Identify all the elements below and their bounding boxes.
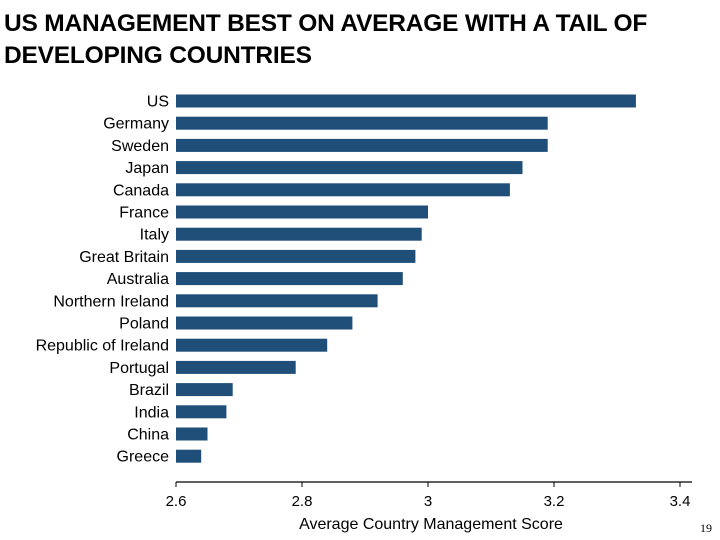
bar — [176, 427, 208, 441]
bar — [176, 227, 422, 241]
page-number: 19 — [700, 521, 712, 535]
category-label: Republic of Ireland — [36, 338, 169, 355]
category-label: Germany — [103, 116, 169, 133]
category-label: France — [119, 205, 169, 222]
bar — [176, 116, 548, 130]
category-label: Greece — [117, 449, 170, 466]
x-tick-label: 3.2 — [544, 493, 565, 510]
category-label: India — [134, 404, 169, 421]
bar — [176, 138, 548, 152]
bar — [176, 383, 233, 397]
bar — [176, 272, 403, 286]
bar — [176, 294, 378, 308]
category-label: Italy — [140, 227, 169, 244]
bar — [176, 183, 510, 197]
x-tick-label: 3 — [424, 493, 432, 510]
category-label: US — [147, 94, 169, 111]
slide-title: US MANAGEMENT BEST ON AVERAGE WITH A TAI… — [4, 10, 648, 69]
category-label: Japan — [125, 160, 169, 177]
category-label: Canada — [113, 182, 169, 199]
category-label: Great Britain — [79, 249, 169, 266]
bar — [176, 161, 523, 175]
x-axis-title: Average Country Management Score — [299, 516, 563, 533]
bar — [176, 338, 328, 352]
category-label: Northern Ireland — [53, 293, 169, 310]
category-label: Australia — [107, 271, 169, 288]
bar — [176, 360, 296, 374]
category-label: Brazil — [129, 382, 169, 399]
category-label: Portugal — [109, 360, 169, 377]
bar — [176, 405, 227, 419]
category-label: China — [127, 427, 169, 444]
x-tick-label: 2.6 — [166, 493, 187, 510]
category-label: Sweden — [111, 138, 169, 155]
bar — [176, 249, 416, 263]
bar — [176, 205, 428, 219]
category-label: Poland — [119, 316, 169, 333]
bar — [176, 316, 353, 330]
bar — [176, 449, 202, 463]
x-tick-label: 2.8 — [292, 493, 313, 510]
bar — [176, 94, 636, 108]
x-tick-label: 3.4 — [670, 493, 691, 510]
